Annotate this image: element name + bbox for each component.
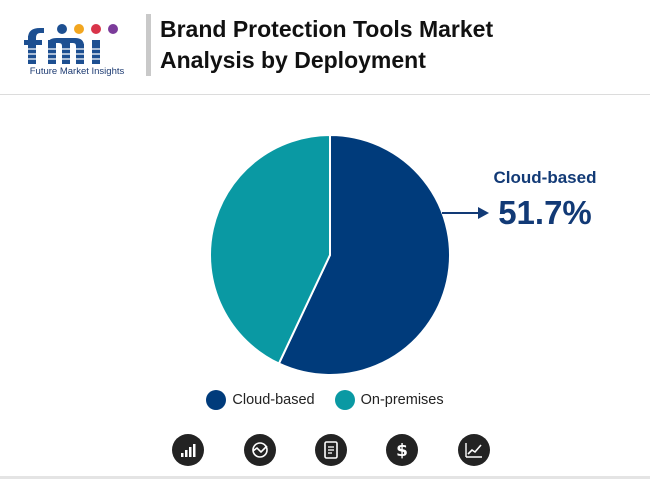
- legend-item-on-premises: On-premises: [334, 390, 444, 410]
- trend-cycle-icon: [244, 434, 276, 466]
- svg-text:$: $: [396, 441, 408, 460]
- header-accent-bar: [146, 14, 151, 76]
- page-title-line-2: Analysis by Deployment: [160, 47, 426, 73]
- pie-slice-cloud-based: [277, 133, 451, 376]
- logo: Future Market Insights: [18, 10, 136, 80]
- footer-divider: [0, 476, 650, 479]
- fmi-logo-icon: [24, 24, 118, 64]
- chart-legend: Cloud-based On-premises: [0, 390, 650, 410]
- footer-icon-row: $: [0, 434, 650, 470]
- header-divider: [0, 94, 650, 95]
- legend-swatch-on-premises: [334, 390, 355, 410]
- page-title-line-1: Brand Protection Tools Market: [160, 16, 494, 42]
- logo-tagline: Future Market Insights: [29, 66, 125, 77]
- bar-chart-icon: [172, 434, 204, 466]
- page-title: Brand Protection Tools Market Analysis b…: [160, 14, 620, 76]
- dollar-icon: $: [386, 434, 418, 466]
- legend-swatch-cloud-based: [206, 390, 227, 410]
- pie-slice-on-premises: [209, 133, 331, 365]
- pie-chart: [209, 133, 451, 376]
- legend-label-cloud-based: Cloud-based: [232, 392, 315, 408]
- legend-item-cloud-based: Cloud-based: [206, 390, 315, 410]
- callout-label: Cloud-based: [493, 168, 597, 187]
- report-document-icon: [315, 434, 347, 466]
- legend-label-on-premises: On-premises: [360, 392, 444, 408]
- callout-arrow-icon: [442, 207, 489, 219]
- growth-chart-icon: [458, 434, 490, 466]
- callout-value: 51.7%: [498, 194, 592, 231]
- header: Future Market Insights Brand Protection …: [0, 0, 650, 92]
